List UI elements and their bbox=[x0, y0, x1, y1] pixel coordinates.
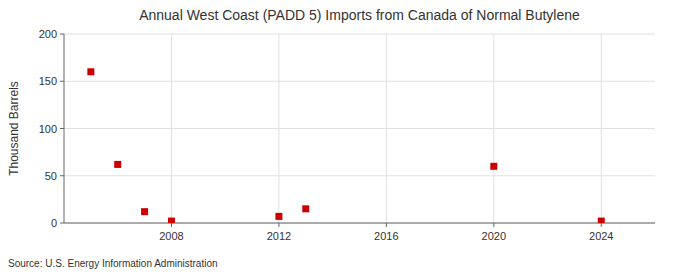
grid-line-y bbox=[64, 223, 655, 224]
chart-title: Annual West Coast (PADD 5) Imports from … bbox=[139, 7, 580, 23]
y-tick bbox=[60, 34, 64, 35]
x-tick bbox=[601, 223, 602, 227]
point bbox=[168, 218, 175, 223]
grid-line-x bbox=[386, 34, 387, 223]
point bbox=[141, 208, 148, 215]
background bbox=[0, 0, 675, 275]
grid-line-x bbox=[171, 34, 172, 223]
grid-line-x bbox=[278, 34, 279, 223]
x-tick bbox=[386, 223, 387, 227]
y-tick bbox=[60, 175, 64, 176]
x-axis-line bbox=[64, 223, 655, 224]
grid-line-y bbox=[64, 175, 655, 176]
y-tick-label: 50 bbox=[45, 170, 57, 182]
grid-line-y bbox=[64, 81, 655, 82]
point bbox=[302, 205, 309, 212]
x-tick-label: 2020 bbox=[482, 230, 506, 242]
y-tick bbox=[60, 81, 64, 82]
grid-line-x bbox=[493, 34, 494, 223]
source-note: Source: U.S. Energy Information Administ… bbox=[8, 258, 218, 269]
x-tick bbox=[278, 223, 279, 227]
axes: 2008 2012 2016 2020 2024 0 50 100 150 200 bbox=[39, 28, 655, 242]
y-tick-label: 150 bbox=[39, 75, 57, 87]
points bbox=[87, 68, 604, 223]
grid-line-x bbox=[601, 34, 602, 223]
chart-container: 2008 2012 2016 2020 2024 0 50 100 150 200 Thousand… bbox=[0, 0, 675, 275]
point bbox=[598, 218, 605, 223]
point bbox=[490, 163, 497, 170]
x-tick-label: 2012 bbox=[267, 230, 291, 242]
y-tick bbox=[60, 128, 64, 129]
point bbox=[114, 161, 121, 168]
y-tick bbox=[60, 223, 64, 224]
x-tick-label: 2008 bbox=[159, 230, 183, 242]
y-axis-label: Thousand Barrels bbox=[7, 81, 21, 176]
grid bbox=[64, 34, 655, 223]
y-tick-label: 0 bbox=[51, 217, 57, 229]
chart-svg: 2008 2012 2016 2020 2024 0 50 100 150 200 Thousand… bbox=[0, 0, 675, 275]
y-tick-label: 100 bbox=[39, 123, 57, 135]
y-tick-label: 200 bbox=[39, 28, 57, 40]
grid-line-y bbox=[64, 34, 655, 35]
x-tick-label: 2024 bbox=[589, 230, 613, 242]
x-tick bbox=[171, 223, 172, 227]
point bbox=[275, 213, 282, 220]
grid-line-y bbox=[64, 128, 655, 129]
point bbox=[87, 68, 94, 75]
x-tick-label: 2016 bbox=[374, 230, 398, 242]
x-tick bbox=[493, 223, 494, 227]
